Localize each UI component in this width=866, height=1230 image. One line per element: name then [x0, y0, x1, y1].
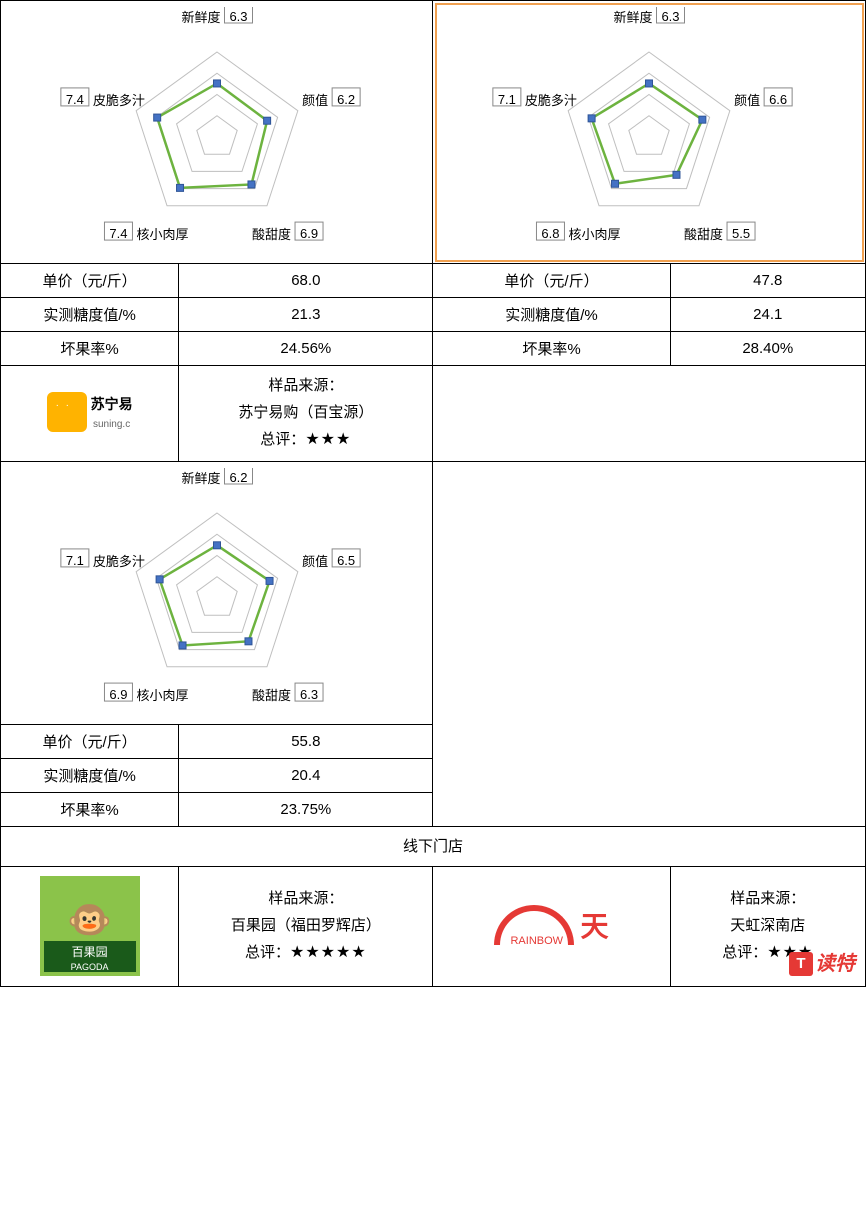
dute-watermark: T 读特 — [789, 946, 855, 982]
svg-text:酸甜度: 酸甜度 — [252, 227, 291, 242]
pagoda-logo-cell: 🐵 百果园 PAGODA — [1, 866, 179, 986]
svg-text:新鲜度: 新鲜度 — [181, 10, 220, 25]
rainbow-logo-cell: RAINBOW 天 — [433, 866, 670, 986]
svg-text:7.1: 7.1 — [66, 553, 84, 568]
radar-chart-0: 新鲜度 6.3 颜值 6.2 酸甜度 6.9 7.4 核小肉厚 7.4 皮脆多汁 — [1, 1, 433, 264]
price-label: 单价（元/斤） — [433, 264, 670, 298]
svg-text:颜值: 颜值 — [302, 93, 328, 108]
svg-text:皮脆多汁: 皮脆多汁 — [525, 93, 577, 108]
rainbow-source-name: 天虹深南店 — [679, 912, 858, 939]
svg-text:6.6: 6.6 — [769, 92, 787, 107]
svg-text:7.1: 7.1 — [498, 92, 516, 107]
svg-text:7.4: 7.4 — [109, 226, 127, 241]
svg-text:7.4: 7.4 — [66, 92, 84, 107]
badrate-label: 坏果率% — [1, 792, 179, 826]
rating-prefix: 总评： — [260, 431, 305, 448]
comparison-table: 新鲜度 6.3 颜值 6.2 酸甜度 6.9 7.4 核小肉厚 7.4 皮脆多汁 新鲜度 6.3 颜值… — [0, 0, 866, 987]
badrate-value-2: 23.75% — [179, 792, 433, 826]
empty-cell — [433, 461, 866, 826]
suning-source-cell: 样品来源： 苏宁易购（百宝源） 总评：★★★ — [179, 366, 433, 462]
rating-prefix: 总评： — [722, 944, 767, 961]
svg-text:6.5: 6.5 — [337, 553, 355, 568]
svg-text:皮脆多汁: 皮脆多汁 — [93, 554, 145, 569]
rating-prefix: 总评： — [245, 944, 290, 961]
suning-lion-icon — [47, 392, 87, 432]
svg-text:酸甜度: 酸甜度 — [684, 227, 723, 242]
pagoda-logo-text: 百果园 — [44, 941, 136, 962]
svg-text:6.9: 6.9 — [300, 226, 318, 241]
sugar-label: 实测糖度值/% — [1, 298, 179, 332]
price-value-1: 47.8 — [670, 264, 866, 298]
rainbow-logo-text: 天 — [580, 905, 608, 945]
price-value-0: 68.0 — [179, 264, 433, 298]
svg-text:核小肉厚: 核小肉厚 — [569, 227, 621, 242]
svg-text:核小肉厚: 核小肉厚 — [136, 227, 188, 242]
svg-text:6.2: 6.2 — [229, 470, 247, 485]
svg-text:6.3: 6.3 — [229, 9, 247, 24]
badrate-label: 坏果率% — [433, 332, 670, 366]
svg-text:颜值: 颜值 — [302, 554, 328, 569]
dute-text: 读特 — [815, 946, 855, 982]
source-prefix: 样品来源： — [268, 890, 343, 907]
rainbow-arc-icon: RAINBOW — [494, 905, 574, 945]
suning-source-name: 苏宁易购（百宝源） — [187, 399, 424, 426]
badrate-label: 坏果率% — [1, 332, 179, 366]
svg-text:6.9: 6.9 — [109, 687, 127, 702]
svg-text:5.5: 5.5 — [732, 226, 750, 241]
pagoda-logo-sub: PAGODA — [44, 962, 136, 972]
price-label: 单价（元/斤） — [1, 724, 179, 758]
sugar-label: 实测糖度值/% — [433, 298, 670, 332]
radar-chart-1: 新鲜度 6.3 颜值 6.6 酸甜度 5.5 6.8 核小肉厚 7.1 皮脆多汁 — [433, 1, 866, 264]
price-value-2: 55.8 — [179, 724, 433, 758]
suning-stars: ★★★ — [305, 431, 351, 448]
rainbow-source-cell: 样品来源： 天虹深南店 总评：★★★ T 读特 — [670, 866, 866, 986]
sugar-value-2: 20.4 — [179, 758, 433, 792]
pagoda-source-name: 百果园（福田罗辉店） — [187, 912, 424, 939]
suning-logo-sub: suning.c — [93, 419, 130, 430]
radar-chart-2: 新鲜度 6.2 颜值 6.5 酸甜度 6.3 6.9 核小肉厚 7.1 皮脆多汁 — [1, 461, 433, 724]
svg-text:酸甜度: 酸甜度 — [252, 688, 291, 703]
badrate-value-0: 24.56% — [179, 332, 433, 366]
suning-logo: 苏宁易 suning.c — [47, 392, 133, 432]
suning-logo-cell: 苏宁易 suning.c — [1, 366, 179, 462]
pagoda-source-cell: 样品来源： 百果园（福田罗辉店） 总评：★★★★★ — [179, 866, 433, 986]
badrate-value-1: 28.40% — [670, 332, 866, 366]
svg-text:新鲜度: 新鲜度 — [181, 471, 220, 486]
rainbow-logo-sub: RAINBOW — [510, 935, 563, 947]
pagoda-logo: 🐵 百果园 PAGODA — [40, 876, 140, 976]
svg-text:核小肉厚: 核小肉厚 — [136, 688, 188, 703]
rainbow-logo: RAINBOW 天 — [494, 905, 608, 945]
sugar-label: 实测糖度值/% — [1, 758, 179, 792]
svg-text:6.2: 6.2 — [337, 92, 355, 107]
source-prefix: 样品来源： — [268, 377, 343, 394]
price-label: 单价（元/斤） — [1, 264, 179, 298]
pagoda-stars: ★★★★★ — [290, 944, 367, 961]
source-prefix: 样品来源： — [730, 890, 805, 907]
sugar-value-0: 21.3 — [179, 298, 433, 332]
sugar-value-1: 24.1 — [670, 298, 866, 332]
empty-cell — [433, 366, 866, 462]
svg-text:颜值: 颜值 — [734, 93, 760, 108]
pagoda-monkey-icon: 🐵 — [67, 899, 112, 941]
svg-text:6.3: 6.3 — [662, 9, 680, 24]
dute-t-icon: T — [789, 952, 813, 976]
svg-text:皮脆多汁: 皮脆多汁 — [93, 93, 145, 108]
svg-text:6.3: 6.3 — [300, 687, 318, 702]
svg-text:6.8: 6.8 — [542, 226, 560, 241]
offline-title: 线下门店 — [1, 826, 866, 866]
svg-text:新鲜度: 新鲜度 — [614, 10, 653, 25]
suning-logo-text: 苏宁易 — [91, 396, 133, 412]
